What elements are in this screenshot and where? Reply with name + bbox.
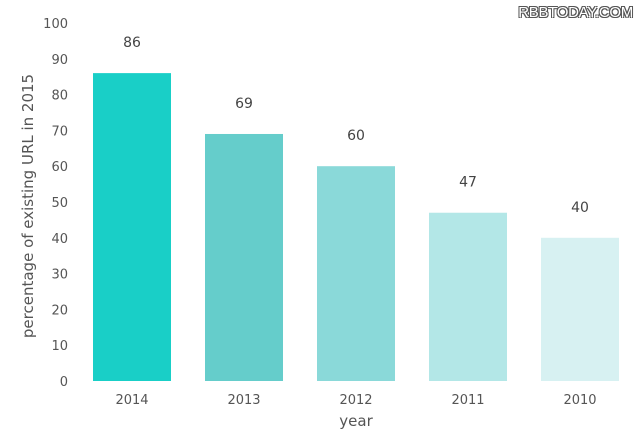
y-axis-ticks: 0 10 20 30 40 50 60 70 80 90 100 <box>43 17 68 390</box>
y-tick-label: 40 <box>51 232 68 247</box>
y-tick-label: 80 <box>51 89 68 104</box>
data-label-2013: 69 <box>235 96 253 112</box>
x-tick-label-2013: 2013 <box>227 393 260 408</box>
data-label-2012: 60 <box>347 128 365 144</box>
y-axis-title: percentage of existing URL in 2015 <box>19 74 37 338</box>
y-tick-label: 70 <box>51 124 68 139</box>
x-axis-ticks: 2014 2013 2012 2011 2010 <box>115 393 596 408</box>
y-tick-label: 30 <box>51 268 68 283</box>
x-tick-label-2011: 2011 <box>451 393 484 408</box>
data-label-2011: 47 <box>459 175 477 191</box>
watermark-logo: RBBTODAY.COM <box>518 4 633 21</box>
data-label-2014: 86 <box>123 35 141 51</box>
y-tick-label: 60 <box>51 160 68 175</box>
y-tick-label: 90 <box>51 53 68 68</box>
x-axis-title: year <box>339 412 373 430</box>
x-tick-label-2014: 2014 <box>115 393 148 408</box>
bar-2013 <box>205 133 283 381</box>
y-tick-label: 0 <box>60 375 68 390</box>
y-tick-label: 20 <box>51 303 68 318</box>
bar-2014 <box>93 73 171 382</box>
bar-2011 <box>429 212 507 381</box>
bar-2010 <box>541 237 619 381</box>
data-label-2010: 40 <box>571 200 589 216</box>
bars <box>93 73 619 382</box>
data-labels: 86 69 60 47 40 <box>123 35 589 216</box>
x-tick-label-2010: 2010 <box>563 393 596 408</box>
y-tick-label: 50 <box>51 196 68 211</box>
x-tick-label-2012: 2012 <box>339 393 372 408</box>
y-tick-label: 10 <box>51 339 68 354</box>
bar-2012 <box>317 166 395 381</box>
y-tick-label: 100 <box>43 17 68 32</box>
